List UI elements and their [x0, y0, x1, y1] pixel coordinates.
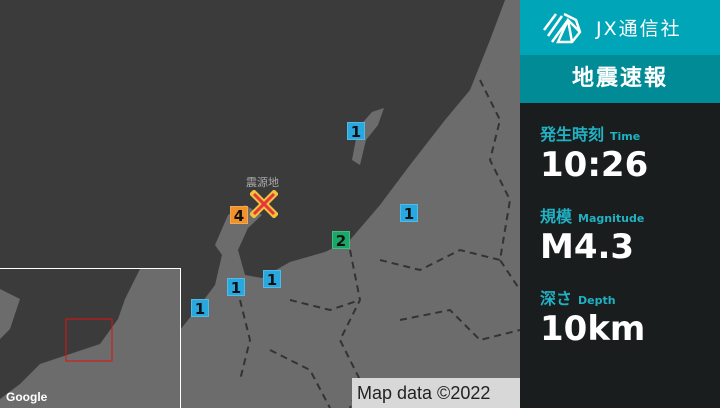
depth-label-en: Depth [578, 294, 616, 307]
epicenter-label: 震源地 [246, 176, 279, 189]
intensity-marker: 1 [227, 278, 245, 297]
intensity-marker: 1 [263, 270, 281, 289]
intensity-marker: 4 [230, 206, 248, 225]
info-panel: JX通信社 地震速報 発生時刻 Time 10:26 規模 Magnitude M4… [520, 0, 720, 408]
intensity-marker: 1 [400, 204, 418, 223]
brand-name: JX通信社 [596, 18, 682, 40]
depth-section: 深さ Depth 10km [520, 285, 720, 349]
time-section: 発生時刻 Time 10:26 [520, 121, 720, 185]
time-label-en: Time [610, 130, 641, 143]
sado-island [352, 108, 384, 165]
intensity-marker: 2 [332, 231, 350, 250]
magnitude-value: M4.3 [540, 227, 635, 267]
intensity-marker: 1 [191, 299, 209, 318]
time-label: 発生時刻 [540, 125, 605, 144]
epicenter-icon [250, 190, 278, 218]
magnitude-label-en: Magnitude [578, 212, 645, 225]
focus-area-rectangle [65, 318, 113, 362]
brand-header: JX通信社 [520, 0, 720, 55]
time-value: 10:26 [540, 145, 649, 185]
map-attribution[interactable]: Map data ©2022 [352, 378, 520, 408]
land [180, 0, 520, 408]
depth-value: 10km [540, 309, 646, 349]
jx-logo-icon [543, 12, 582, 43]
google-logo: Google [6, 390, 48, 404]
magnitude-section: 規模 Magnitude M4.3 [520, 203, 720, 267]
depth-label: 深さ [540, 289, 573, 308]
intensity-marker: 1 [347, 122, 365, 141]
panel-title: 地震速報 [520, 55, 720, 103]
magnitude-label: 規模 [540, 207, 573, 226]
inset-map [0, 268, 181, 408]
